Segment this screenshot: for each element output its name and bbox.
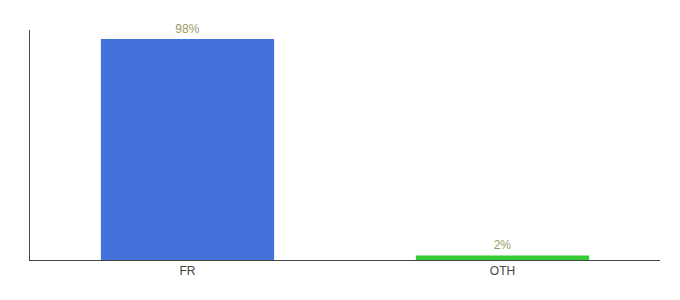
svg-text:OTH: OTH (490, 264, 515, 278)
svg-text:98%: 98% (175, 22, 199, 36)
svg-text:2%: 2% (494, 238, 512, 252)
svg-text:FR: FR (180, 264, 196, 278)
